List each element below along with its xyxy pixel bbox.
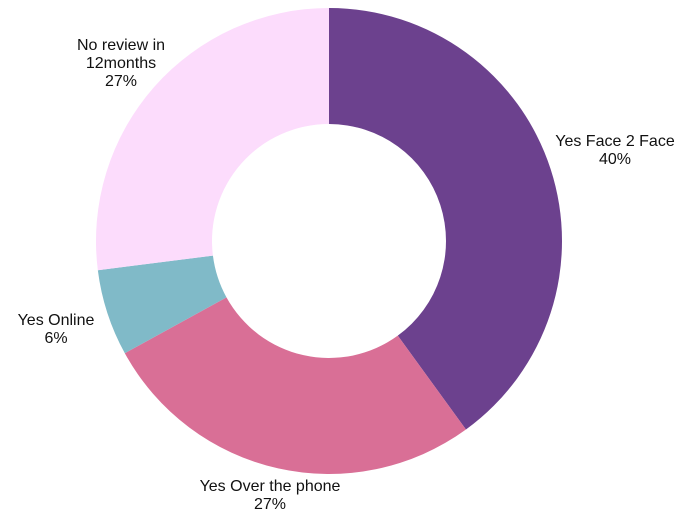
slices-layer — [95, 8, 562, 474]
slice-yes-over-the-phone — [124, 297, 466, 474]
data-label-no-review-in-12months: No review in 12months 27% — [77, 37, 165, 90]
slice-yes-online — [97, 255, 227, 354]
slice-yes-face-2-face — [329, 8, 562, 430]
slice-no-review-in-12months — [95, 8, 329, 271]
data-label-yes-over-the-phone: Yes Over the phone 27% — [200, 478, 341, 513]
labels-layer: Yes Face 2 Face 40% Yes Over the phone 27% Y… — [18, 37, 675, 513]
data-label-yes-online: Yes Online 6% — [18, 312, 95, 347]
data-label-yes-face-2-face: Yes Face 2 Face 40% — [555, 133, 675, 168]
